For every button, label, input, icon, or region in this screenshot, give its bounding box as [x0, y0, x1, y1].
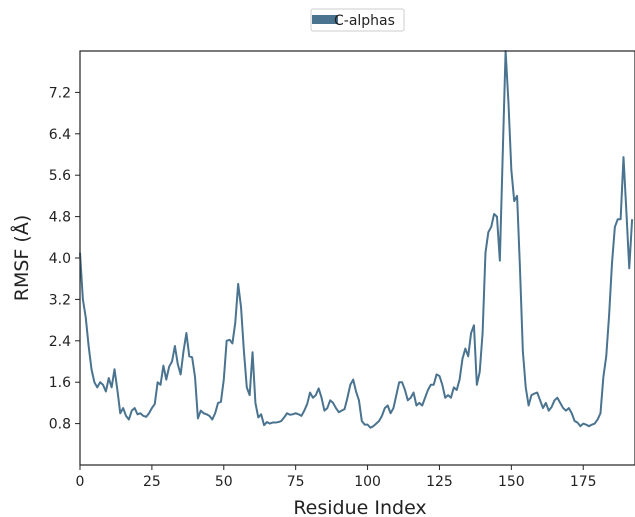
y-tick-label: 7.2 — [49, 85, 71, 101]
series-line-c-alphas — [79, 50, 634, 429]
y-tick-label: 1.6 — [49, 375, 71, 391]
x-tick-label: 75 — [287, 474, 305, 490]
x-tick-label: 150 — [498, 474, 525, 490]
y-tick-label: 2.4 — [49, 334, 71, 350]
x-tick-label: 50 — [215, 474, 233, 490]
y-tick-label: 0.8 — [49, 417, 71, 433]
x-tick-label: 175 — [570, 474, 597, 490]
y-tick-label: 6.4 — [49, 127, 71, 143]
x-tick-label: 100 — [354, 474, 381, 490]
x-axis-label: Residue Index — [293, 497, 426, 517]
legend-frame — [310, 8, 405, 32]
tick-labels: 0 25 50 75 100 125 150 175 0.8 1.6 2.4 3.2 4.0 4.8 5.6… — [49, 85, 597, 490]
x-tick-label: 125 — [426, 474, 453, 490]
y-axis-label: RMSF (Å) — [10, 215, 33, 301]
plot-frame — [79, 50, 635, 466]
legend-label: C-alphas — [334, 13, 395, 29]
legend: C-alphas — [310, 8, 405, 32]
y-tick-label: 4.0 — [49, 251, 71, 267]
x-tick-label: 0 — [76, 474, 85, 490]
x-tick-label: 25 — [143, 474, 161, 490]
y-tick-label: 5.6 — [49, 168, 71, 184]
y-tick-label: 3.2 — [49, 292, 71, 308]
legend-swatch — [312, 15, 338, 24]
y-tick-label: 4.8 — [49, 210, 71, 226]
